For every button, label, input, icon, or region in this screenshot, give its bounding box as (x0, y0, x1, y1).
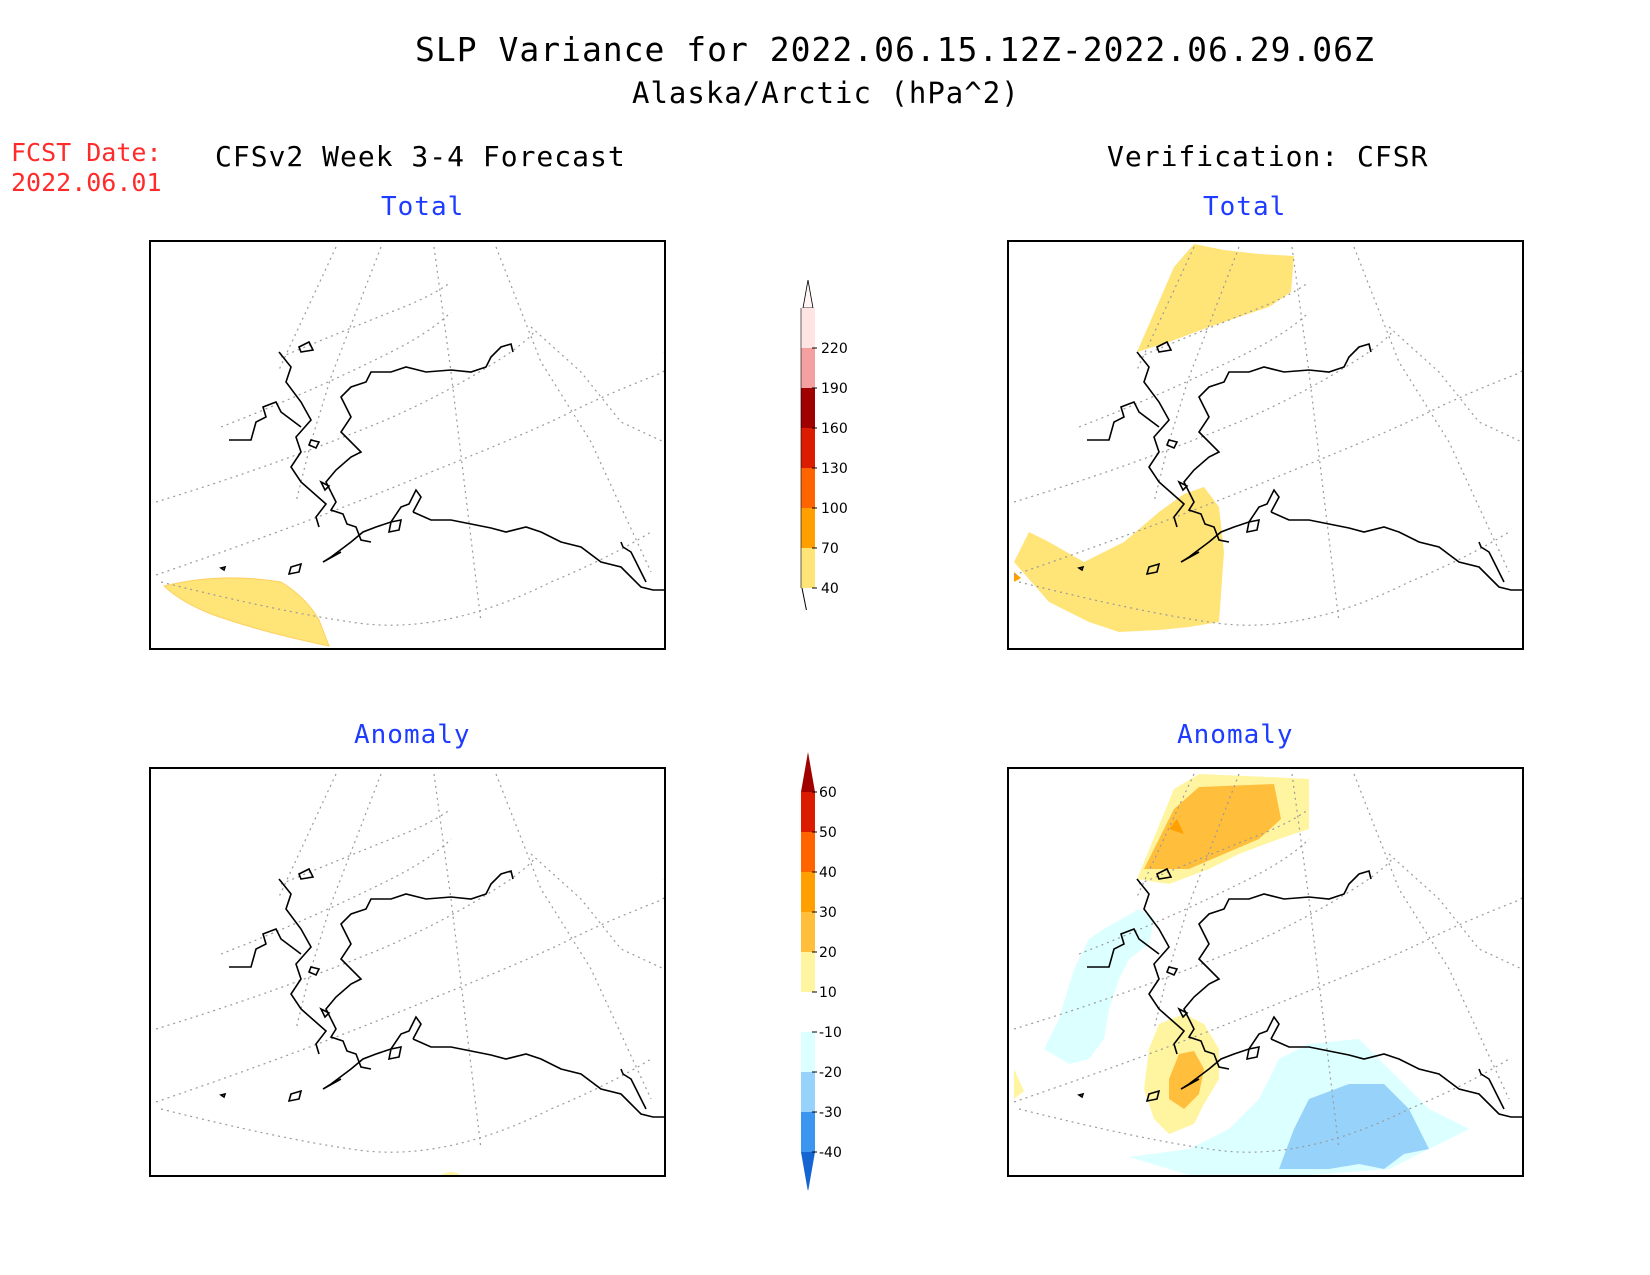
verification-anomaly-shade-20-north (1144, 784, 1281, 869)
total-colorbar-label: 160 (821, 421, 848, 437)
total-colorbar-bottom-tail (801, 587, 807, 610)
total-colorbar-swatch (801, 468, 815, 508)
verification-anomaly-map (1007, 767, 1524, 1177)
forecast-total-map (149, 240, 666, 650)
anomaly-colorbar-label: -30 (819, 1105, 842, 1121)
anomaly-colorbar-swatch (801, 832, 815, 872)
total-colorbar-label: 220 (821, 341, 848, 357)
forecast-total-shade-40 (162, 577, 330, 647)
forecast-anomaly-label: Anomaly (354, 720, 471, 750)
verification-total-shade-40-north (1137, 244, 1294, 352)
total-colorbar-swatch (801, 508, 815, 548)
total-colorbar-swatch (801, 308, 815, 348)
anomaly-colorbar-bottom-arrow (801, 1152, 815, 1190)
total-colorbar-swatch (801, 428, 815, 468)
anomaly-colorbar-swatch (801, 1112, 815, 1152)
total-colorbar-label: 70 (821, 541, 839, 557)
anomaly-colorbar-swatch (801, 952, 815, 992)
anomaly-colorbar-label: -20 (819, 1065, 842, 1081)
anomaly-colorbar-swatch (801, 992, 815, 1032)
verification-anomaly-shade-30-north (1169, 819, 1184, 834)
total-colorbar-label: 130 (821, 461, 848, 477)
verification-total-map (1007, 240, 1524, 650)
anomaly-colorbar-swatch (801, 1032, 815, 1072)
anomaly-colorbar-swatch (801, 1072, 815, 1112)
verification-anomaly-shade-10-edge (1014, 1069, 1024, 1099)
anomaly-colorbar-swatch (801, 872, 815, 912)
anomaly-colorbar-label: 10 (819, 985, 837, 1001)
forecast-total-label: Total (381, 192, 465, 222)
verification-anomaly-shade-neg10-west (1044, 909, 1154, 1064)
map-title: SLP Variance for 2022.06.15.12Z-2022.06.… (415, 30, 1375, 69)
total-colorbar-label: 190 (821, 381, 848, 397)
forecast-anomaly-shade-10 (441, 1172, 461, 1175)
forecast-anomaly-map (149, 767, 666, 1177)
verification-total-shade-40-south (1014, 487, 1224, 632)
total-colorbar-swatch (801, 388, 815, 428)
anomaly-colorbar: 60 50 40 30 20 10 -10 -20 -30 -40 (801, 752, 842, 1190)
anomaly-colorbar-label: 20 (819, 945, 837, 961)
anomaly-colorbar-label: 40 (819, 865, 837, 881)
anomaly-colorbar-top-arrow (801, 752, 815, 792)
total-colorbar-swatch (801, 348, 815, 388)
verification-heading: Verification: CFSR (1107, 140, 1429, 173)
verification-anomaly-shade-20-south (1169, 1051, 1204, 1109)
forecast-heading: CFSv2 Week 3-4 Forecast (215, 140, 626, 173)
anomaly-colorbar-label: 60 (819, 785, 837, 801)
anomaly-colorbar-label: -40 (819, 1145, 842, 1161)
verification-anomaly-label: Anomaly (1177, 720, 1294, 750)
total-colorbar-label: 40 (821, 581, 839, 597)
total-colorbar-label: 100 (821, 501, 848, 517)
total-colorbar: 220 190 160 130 100 70 40 (800, 280, 848, 610)
verification-anomaly-shade-neg20 (1279, 1084, 1429, 1169)
anomaly-colorbar-label: 50 (819, 825, 837, 841)
anomaly-colorbar-label: 30 (819, 905, 837, 921)
anomaly-colorbar-label: -10 (819, 1025, 842, 1041)
anomaly-colorbar-swatch (801, 912, 815, 952)
total-colorbar-top-tail (802, 280, 814, 309)
anomaly-colorbar-swatch (801, 792, 815, 832)
verification-total-label: Total (1203, 192, 1287, 222)
map-subtitle: Alaska/Arctic (hPa^2) (632, 76, 1020, 110)
fcst-date-label: FCST Date: (11, 138, 162, 167)
total-colorbar-swatch (801, 548, 815, 588)
fcst-date-value: 2022.06.01 (11, 168, 162, 197)
